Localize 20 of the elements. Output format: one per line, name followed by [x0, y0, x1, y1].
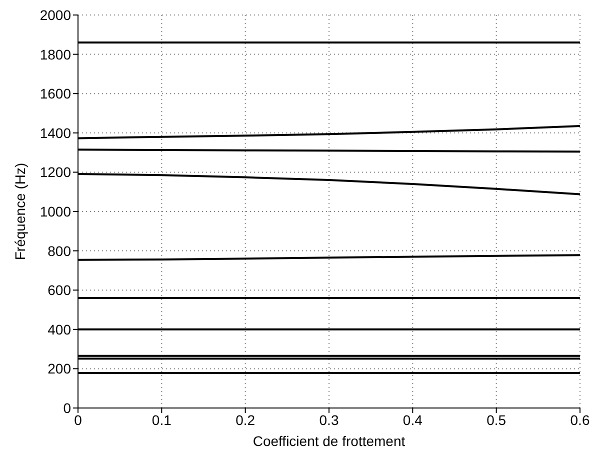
x-tick-label: 0.3: [319, 412, 339, 428]
x-axis-title: Coefficient de frottement: [252, 433, 406, 449]
y-tick-label: 800: [48, 242, 72, 259]
x-tick-label: 0.1: [152, 412, 172, 428]
y-axis-title: Fréquence (Hz): [12, 162, 28, 260]
x-tick-label: 0.2: [236, 412, 256, 428]
y-tick-label: 400: [48, 321, 72, 338]
y-tick-label: 1200: [40, 164, 72, 180]
y-tick-label: 200: [48, 360, 72, 377]
y-tick-label: 1800: [40, 46, 72, 62]
y-tick-label: 0: [63, 400, 72, 416]
x-tick-label: 0.4: [402, 412, 423, 428]
x-tick-label: 0.6: [570, 412, 590, 428]
y-tick-label: 2000: [40, 6, 72, 23]
y-tick-label: 1000: [40, 203, 72, 220]
x-tick-label: 0.5: [486, 412, 506, 428]
x-tick-label: 0: [74, 412, 82, 428]
y-tick-label: 1400: [40, 124, 72, 141]
y-tick-label: 600: [48, 282, 72, 298]
y-tick-label: 1600: [40, 86, 72, 102]
